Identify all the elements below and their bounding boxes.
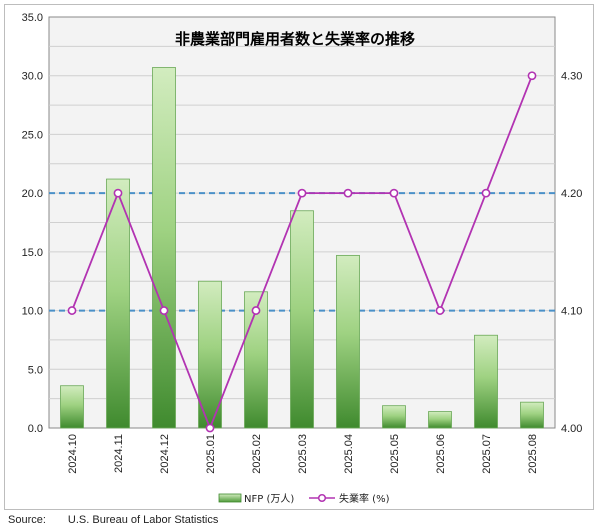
nfp-bar [520,401,544,429]
nfp-bar [382,405,406,429]
legend: NFP (万人) 失業率 (%) [218,492,390,505]
grid-lines [49,45,555,400]
bar-series [60,67,544,429]
nfp-bar [428,411,452,429]
unemployment-point [435,306,445,315]
legend-label-unemployment: 失業率 (%) [339,492,390,505]
unemployment-point [113,188,123,198]
x-tick-label: 2025.04 [343,434,355,474]
y-left-tick-label: 10.0 [22,306,43,318]
chart-svg: 0.0 5.0 10.0 15.0 20.0 25.0 30.0 35.0 4.00 4.10 4.… [22,12,583,505]
line-series [67,71,537,433]
unemployment-point [67,306,77,315]
x-tick-label: 2025.07 [481,434,493,474]
axes: 0.0 5.0 10.0 15.0 20.0 25.0 30.0 35.0 4.00 4.10 4.… [22,12,583,474]
unemployment-point [527,71,537,81]
unemployment-point [297,188,307,198]
unemployment-point [159,306,169,315]
unemployment-point [389,188,399,198]
chart-frame: 0.0 5.0 10.0 15.0 20.0 25.0 30.0 35.0 4.00 4.10 4.… [4,4,594,510]
y-right-tick-label: 4.30 [561,71,582,83]
y-right-tick-label: 4.20 [561,188,582,200]
source-text: U.S. Bureau of Labor Statistics [67,514,219,526]
nfp-bar [336,254,360,429]
y-left-tick-label: 25.0 [22,129,43,141]
x-tick-label: 2025.08 [527,434,539,474]
x-tick-label: 2025.01 [205,434,217,474]
x-tick-label: 2025.03 [297,434,309,474]
y-left-tick-label: 15.0 [22,247,43,259]
x-tick-label: 2024.10 [67,434,79,474]
x-tick-label: 2025.05 [389,434,401,474]
nfp-bar [290,210,314,429]
y-right-tick-label: 4.10 [561,306,582,318]
unemployment-point [481,188,491,198]
unemployment-point [251,306,261,315]
x-tick-label: 2024.12 [159,434,171,474]
x-tick-label: 2025.02 [251,434,263,474]
legend-swatch-nfp [218,493,242,503]
unemployment-point [343,188,353,198]
legend-marker-unemployment [317,493,327,503]
y-left-tick-label: 0.0 [28,423,43,435]
legend-label-nfp: NFP (万人) [244,493,294,505]
source-line: Source: U.S. Bureau of Labor Statistics [8,514,240,526]
source-label: Source: [8,514,46,526]
y-left-tick-label: 5.0 [28,364,43,376]
chart-title: 非農業部門雇用者数と失業率の推移 [175,30,415,48]
nfp-bar [152,67,176,429]
nfp-bar [106,178,130,429]
x-tick-label: 2024.11 [113,434,125,473]
y-left-tick-label: 30.0 [22,71,43,83]
y-left-tick-label: 35.0 [22,12,43,24]
nfp-bar [474,334,498,429]
x-tick-label: 2025.06 [435,434,447,474]
y-left-tick-label: 20.0 [22,188,43,200]
nfp-bar [60,385,84,429]
y-right-tick-label: 4.00 [561,423,582,435]
unemployment-point [205,423,215,433]
